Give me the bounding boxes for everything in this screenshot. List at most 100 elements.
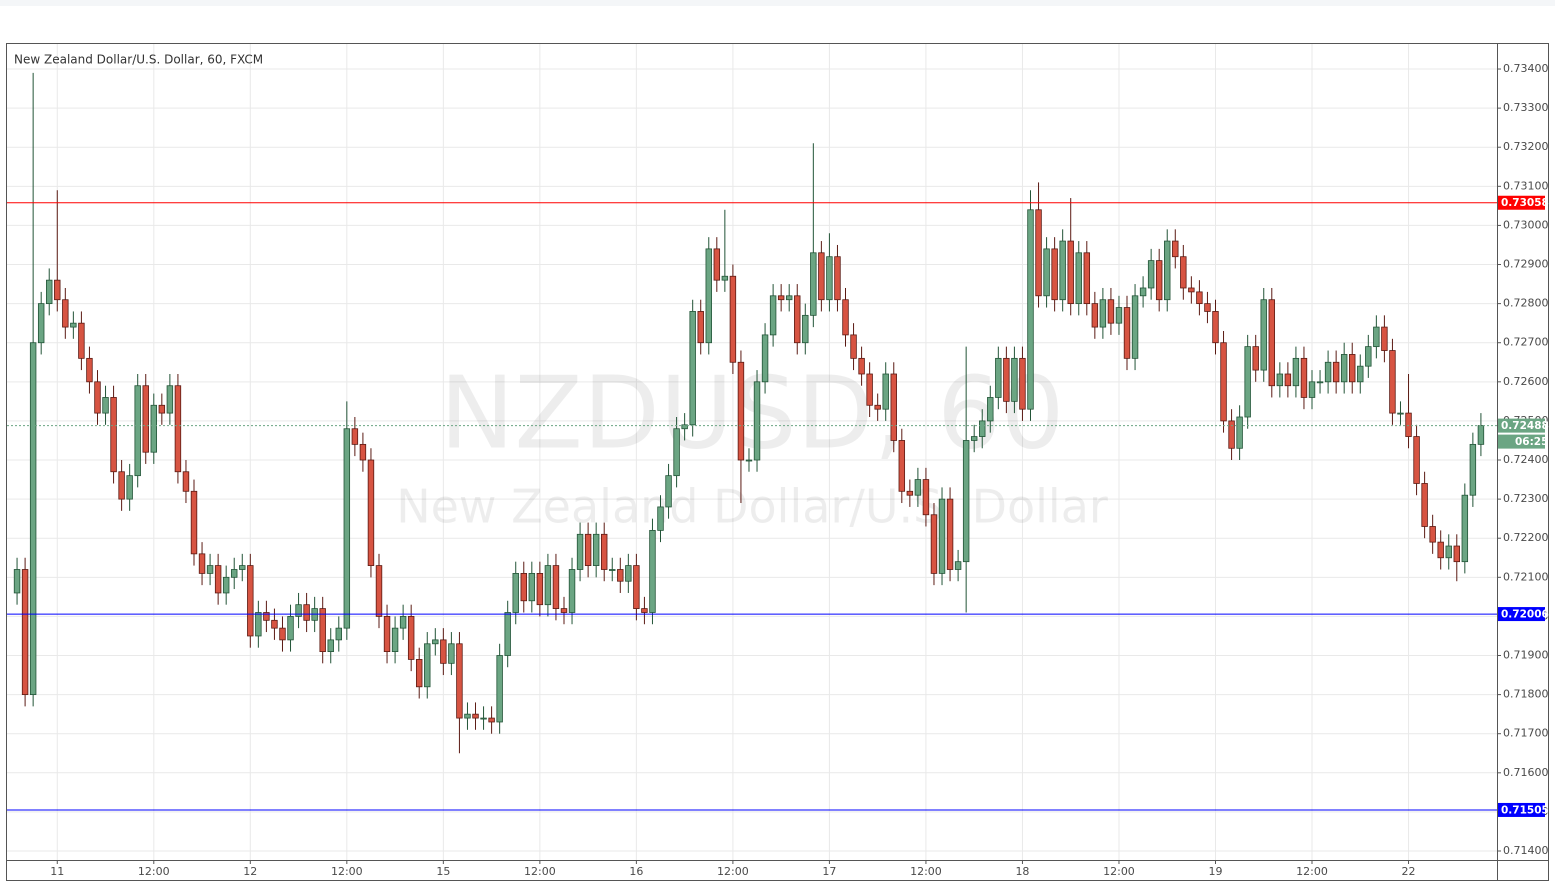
y-tick-label: 0.73100: [1503, 179, 1549, 192]
y-tick-label: 0.71600: [1503, 766, 1549, 779]
candle-body: [94, 381, 101, 414]
x-tick-label: 16: [629, 865, 643, 878]
candle-body: [488, 717, 495, 723]
top-bar: [0, 0, 1555, 6]
candle-body: [858, 357, 865, 375]
x-tick-label: 12:00: [910, 865, 942, 878]
candle-body: [1155, 260, 1163, 301]
candle-body: [946, 498, 954, 570]
candle-body: [665, 475, 672, 508]
candle-body: [1204, 303, 1211, 312]
x-tick-label: 18: [1015, 865, 1029, 878]
candle-body: [1051, 248, 1058, 301]
candle-body: [617, 569, 624, 582]
candle-body: [1381, 326, 1388, 351]
candle-body: [1453, 545, 1460, 563]
candle-body: [600, 533, 608, 570]
candle-body: [882, 373, 889, 410]
horizontal-line-label: 0.71505: [1501, 804, 1549, 816]
candle-body: [247, 565, 254, 637]
candle-body: [319, 608, 326, 653]
candle-body: [198, 553, 206, 574]
candle-body: [231, 569, 238, 578]
candle-body: [182, 471, 190, 492]
candle-body: [126, 475, 133, 500]
candle-body: [343, 428, 351, 629]
y-tick-label: 0.72800: [1503, 297, 1549, 310]
candle-body: [1260, 299, 1267, 371]
candle-body: [37, 303, 45, 344]
candle-body: [46, 279, 53, 305]
candle-body: [641, 608, 648, 613]
y-tick-label: 0.72100: [1503, 570, 1549, 583]
candle-body: [761, 334, 769, 383]
candle-body: [54, 279, 61, 301]
candle-body: [1083, 252, 1091, 305]
candle-body: [472, 713, 479, 719]
candle-body: [995, 357, 1002, 398]
horizontal-line-label-bg: [1498, 195, 1545, 210]
candle-body: [1172, 240, 1179, 258]
candle-body: [1276, 373, 1284, 387]
horizontal-line-label-bg: [1498, 802, 1545, 817]
candle-body: [753, 381, 761, 461]
y-tick-label: 0.72200: [1503, 531, 1549, 544]
candle-body: [834, 256, 841, 301]
candle-body: [1284, 373, 1292, 387]
candle-body: [1373, 326, 1380, 348]
candle-body: [1244, 346, 1251, 418]
y-tick-label: 0.71900: [1503, 649, 1549, 662]
candle-body: [1389, 350, 1396, 414]
candle-body: [1268, 299, 1276, 387]
y-tick-label: 0.72600: [1503, 375, 1549, 388]
overlay: 0.73058 0.72006 0.71505 0.72488 06:25: [7, 195, 1549, 817]
candle-body: [536, 573, 544, 606]
candle-body: [979, 420, 986, 437]
candle-body: [850, 334, 857, 359]
horizontal-line-label-bg: [1498, 607, 1545, 622]
candle-body: [729, 275, 737, 363]
candle-body: [802, 314, 809, 344]
candle-body: [118, 471, 125, 500]
candle-body: [1067, 240, 1074, 305]
candle-body: [1131, 295, 1139, 359]
countdown-label: 06:25: [1515, 436, 1548, 448]
candle-body: [1300, 357, 1308, 398]
y-tick-label: 0.73000: [1503, 218, 1549, 231]
candle-body: [1147, 260, 1155, 289]
candle-body: [874, 404, 881, 410]
last-price-label-bg: [1498, 418, 1545, 433]
candle-body: [1292, 357, 1300, 387]
countdown-bg: [1498, 434, 1545, 449]
candle-body: [255, 612, 262, 637]
candle-body: [1477, 425, 1485, 445]
candle-body: [1357, 365, 1364, 383]
candle-body: [335, 627, 342, 641]
candle-body: [1115, 307, 1123, 324]
candle-body: [1413, 436, 1420, 484]
candle-body: [1164, 240, 1171, 301]
candle-body: [134, 385, 141, 477]
candle-body: [375, 565, 383, 617]
candle-body: [1405, 412, 1412, 437]
candle-body: [78, 322, 85, 359]
x-tick-label: 12:00: [717, 865, 749, 878]
candle-body: [962, 440, 970, 563]
y-tick-label: 0.71700: [1503, 727, 1549, 740]
candle-body: [1228, 420, 1235, 449]
candle-body: [424, 643, 431, 688]
candle-body: [1365, 346, 1372, 367]
y-tick-label: 0.71800: [1503, 688, 1549, 701]
candle-body: [1011, 357, 1018, 402]
candle-body: [697, 311, 704, 344]
last-price-label: 0.72488: [1501, 420, 1549, 432]
candle-body: [214, 565, 222, 594]
x-tick-label: 12:00: [138, 865, 170, 878]
candle-body: [174, 385, 182, 473]
candle-body: [166, 385, 174, 414]
candle-body: [287, 616, 294, 641]
candle-body: [432, 639, 439, 645]
frame: [6, 43, 1549, 881]
candle-body: [673, 428, 680, 477]
